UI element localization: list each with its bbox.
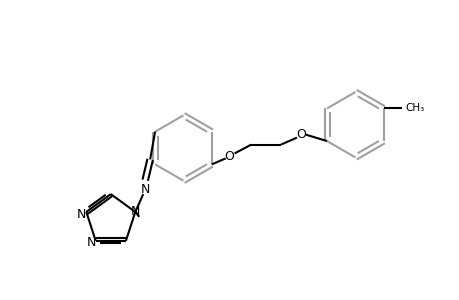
Text: N: N <box>77 208 86 221</box>
Text: N: N <box>87 236 96 249</box>
Text: CH₃: CH₃ <box>405 103 424 113</box>
Text: N: N <box>130 206 140 218</box>
Text: O: O <box>224 150 234 163</box>
Text: O: O <box>295 128 305 141</box>
Text: N: N <box>140 183 150 196</box>
